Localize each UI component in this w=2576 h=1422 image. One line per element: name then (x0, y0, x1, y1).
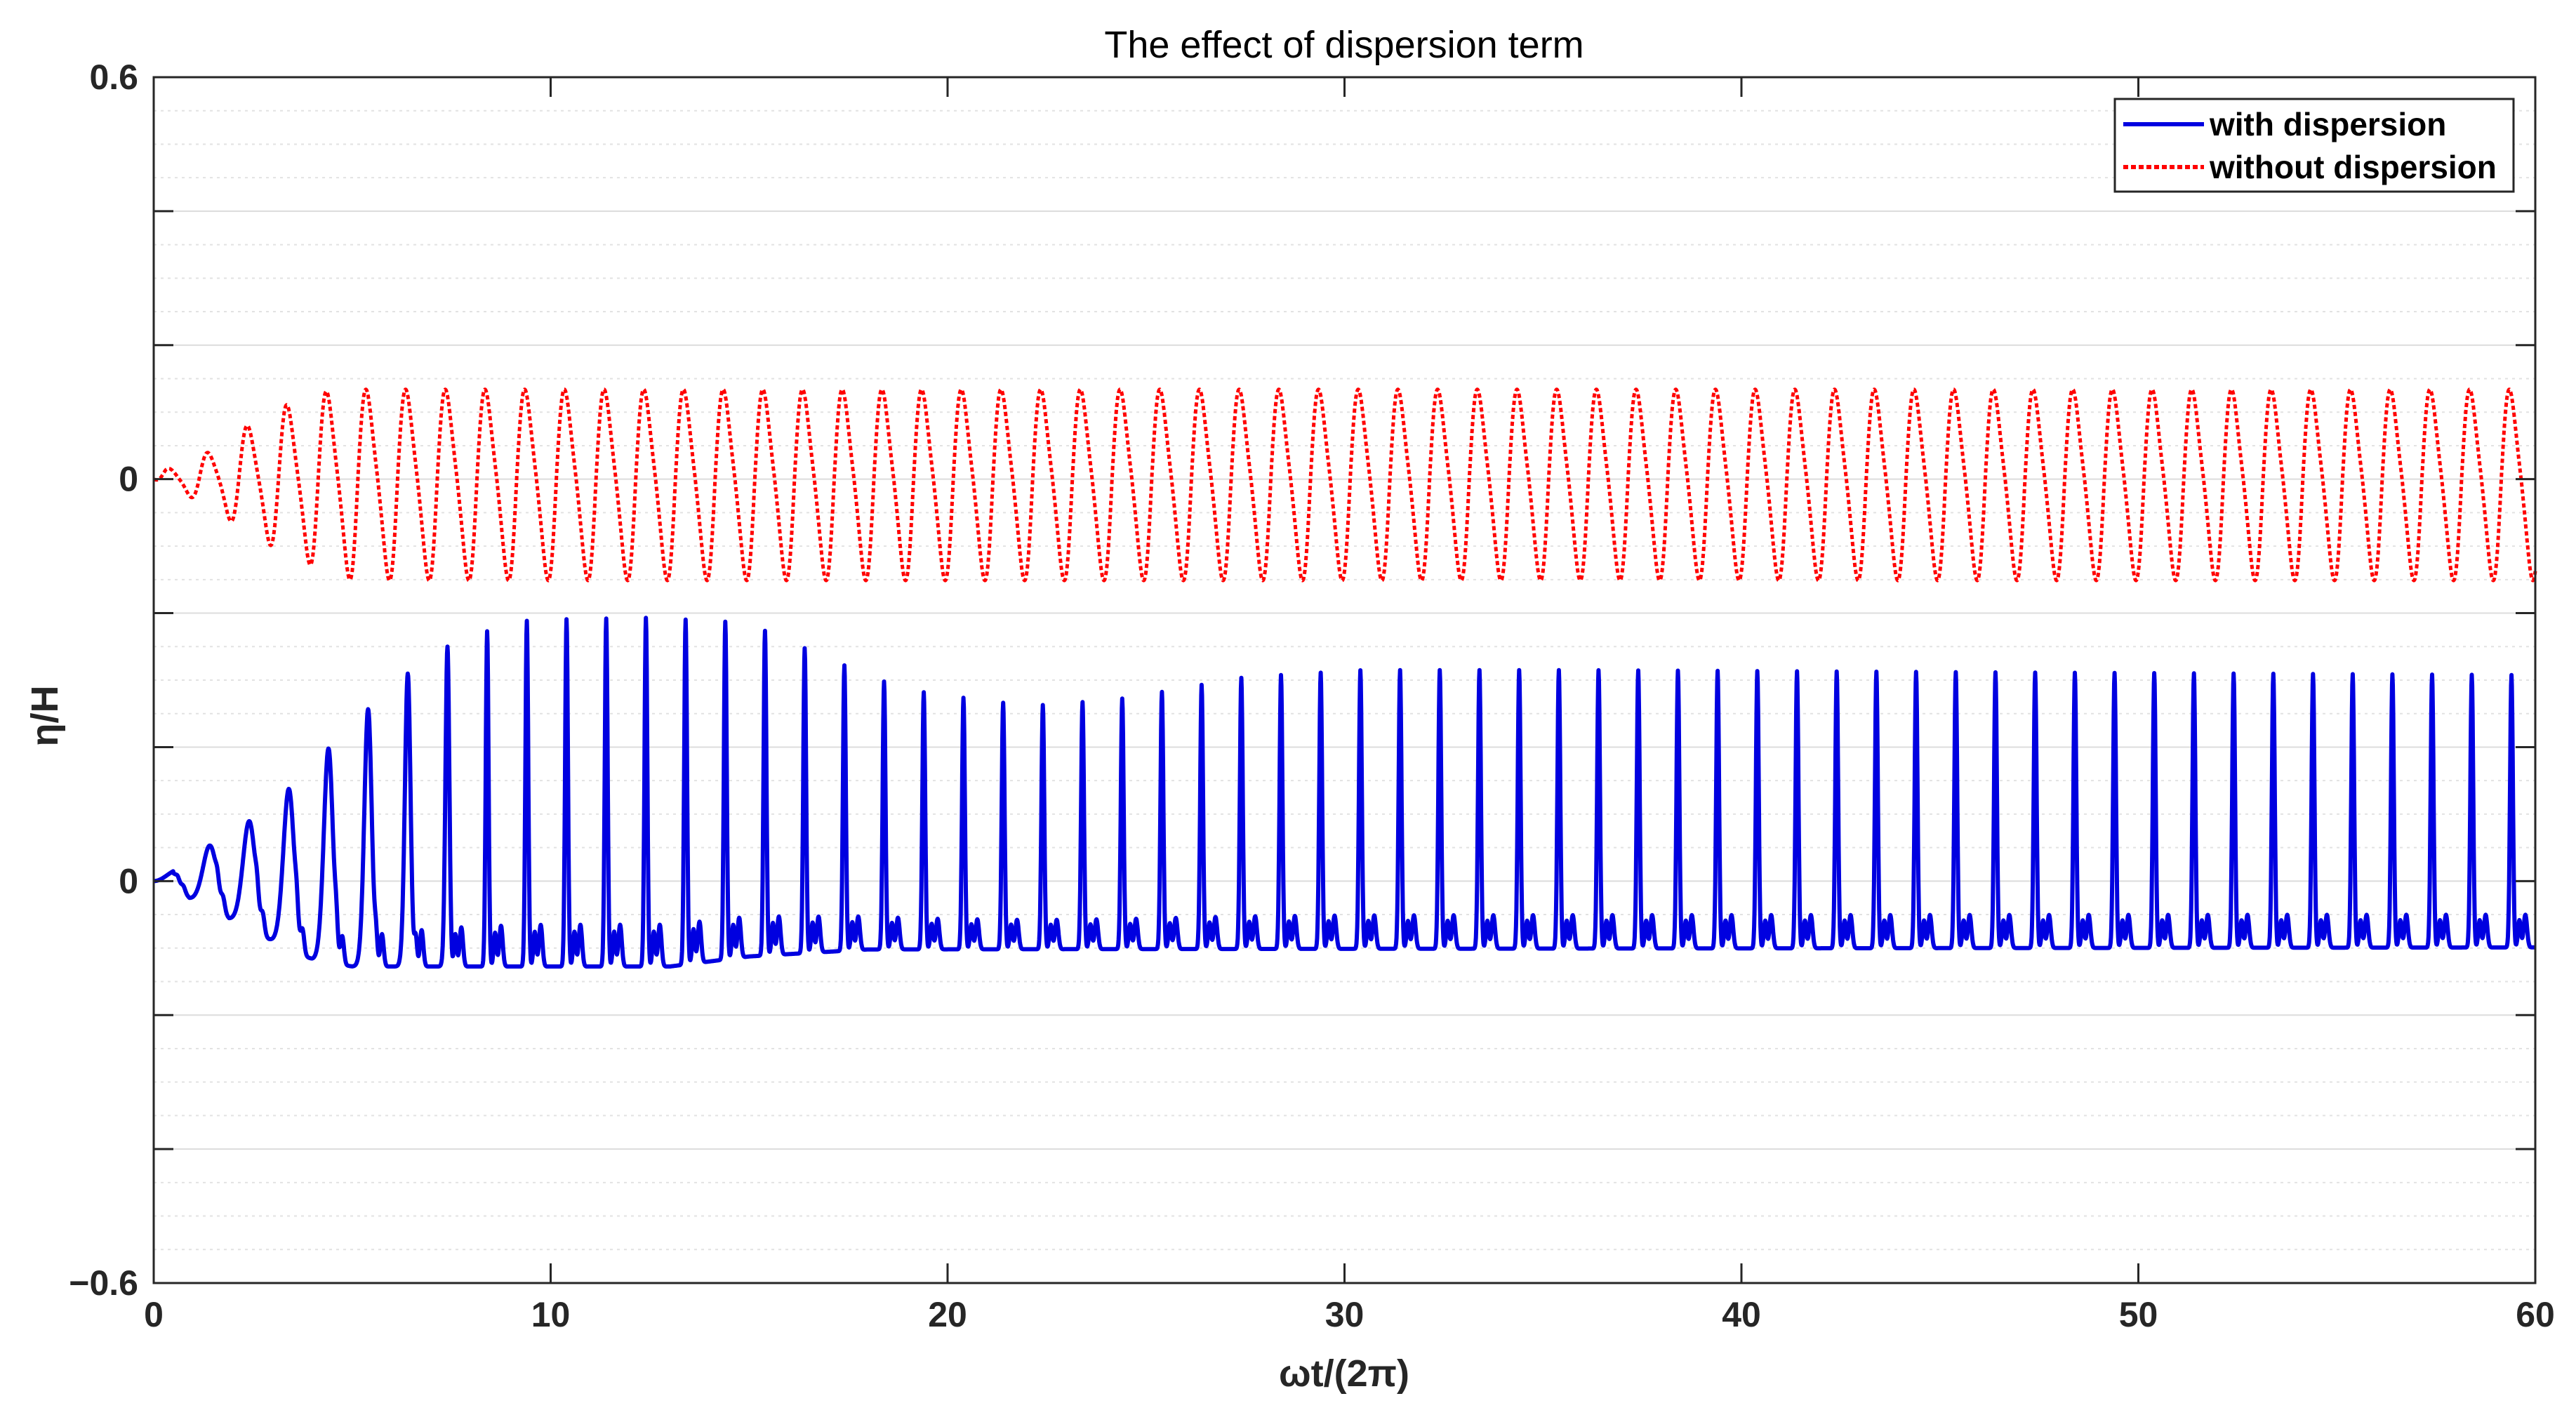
x-tick-label: 50 (2119, 1295, 2158, 1334)
y-tick-label: 0 (119, 460, 138, 499)
x-axis-label: ωt/(2π) (1279, 1353, 1409, 1395)
x-tick-label: 60 (2516, 1295, 2555, 1334)
y-tick-label: 0.6 (89, 58, 138, 97)
x-tick-label: 0 (144, 1295, 164, 1334)
series-line-with-dispersion (152, 616, 2537, 969)
x-tick-label: 20 (928, 1295, 967, 1334)
x-tick-label: 30 (1325, 1295, 1365, 1334)
y-axis-label: η/H (24, 686, 66, 747)
series-line-without-dispersion (152, 387, 2537, 583)
y-tick-label: 0 (119, 861, 138, 901)
legend: with dispersion without dispersion (2113, 98, 2515, 193)
y-tick-label: −0.6 (69, 1263, 138, 1303)
legend-label-with-dispersion: with dispersion (2209, 106, 2446, 142)
legend-label-without-dispersion: without dispersion (2209, 149, 2497, 185)
legend-box (2113, 98, 2515, 193)
axis-ticks: 0.600−0.60 10 20 30 40 50 60 (69, 58, 2555, 1334)
x-tick-label: 40 (1722, 1295, 1761, 1334)
chart-title: The effect of dispersion term (1104, 24, 1584, 66)
series-lines (152, 387, 2537, 969)
x-tick-label: 10 (531, 1295, 571, 1334)
